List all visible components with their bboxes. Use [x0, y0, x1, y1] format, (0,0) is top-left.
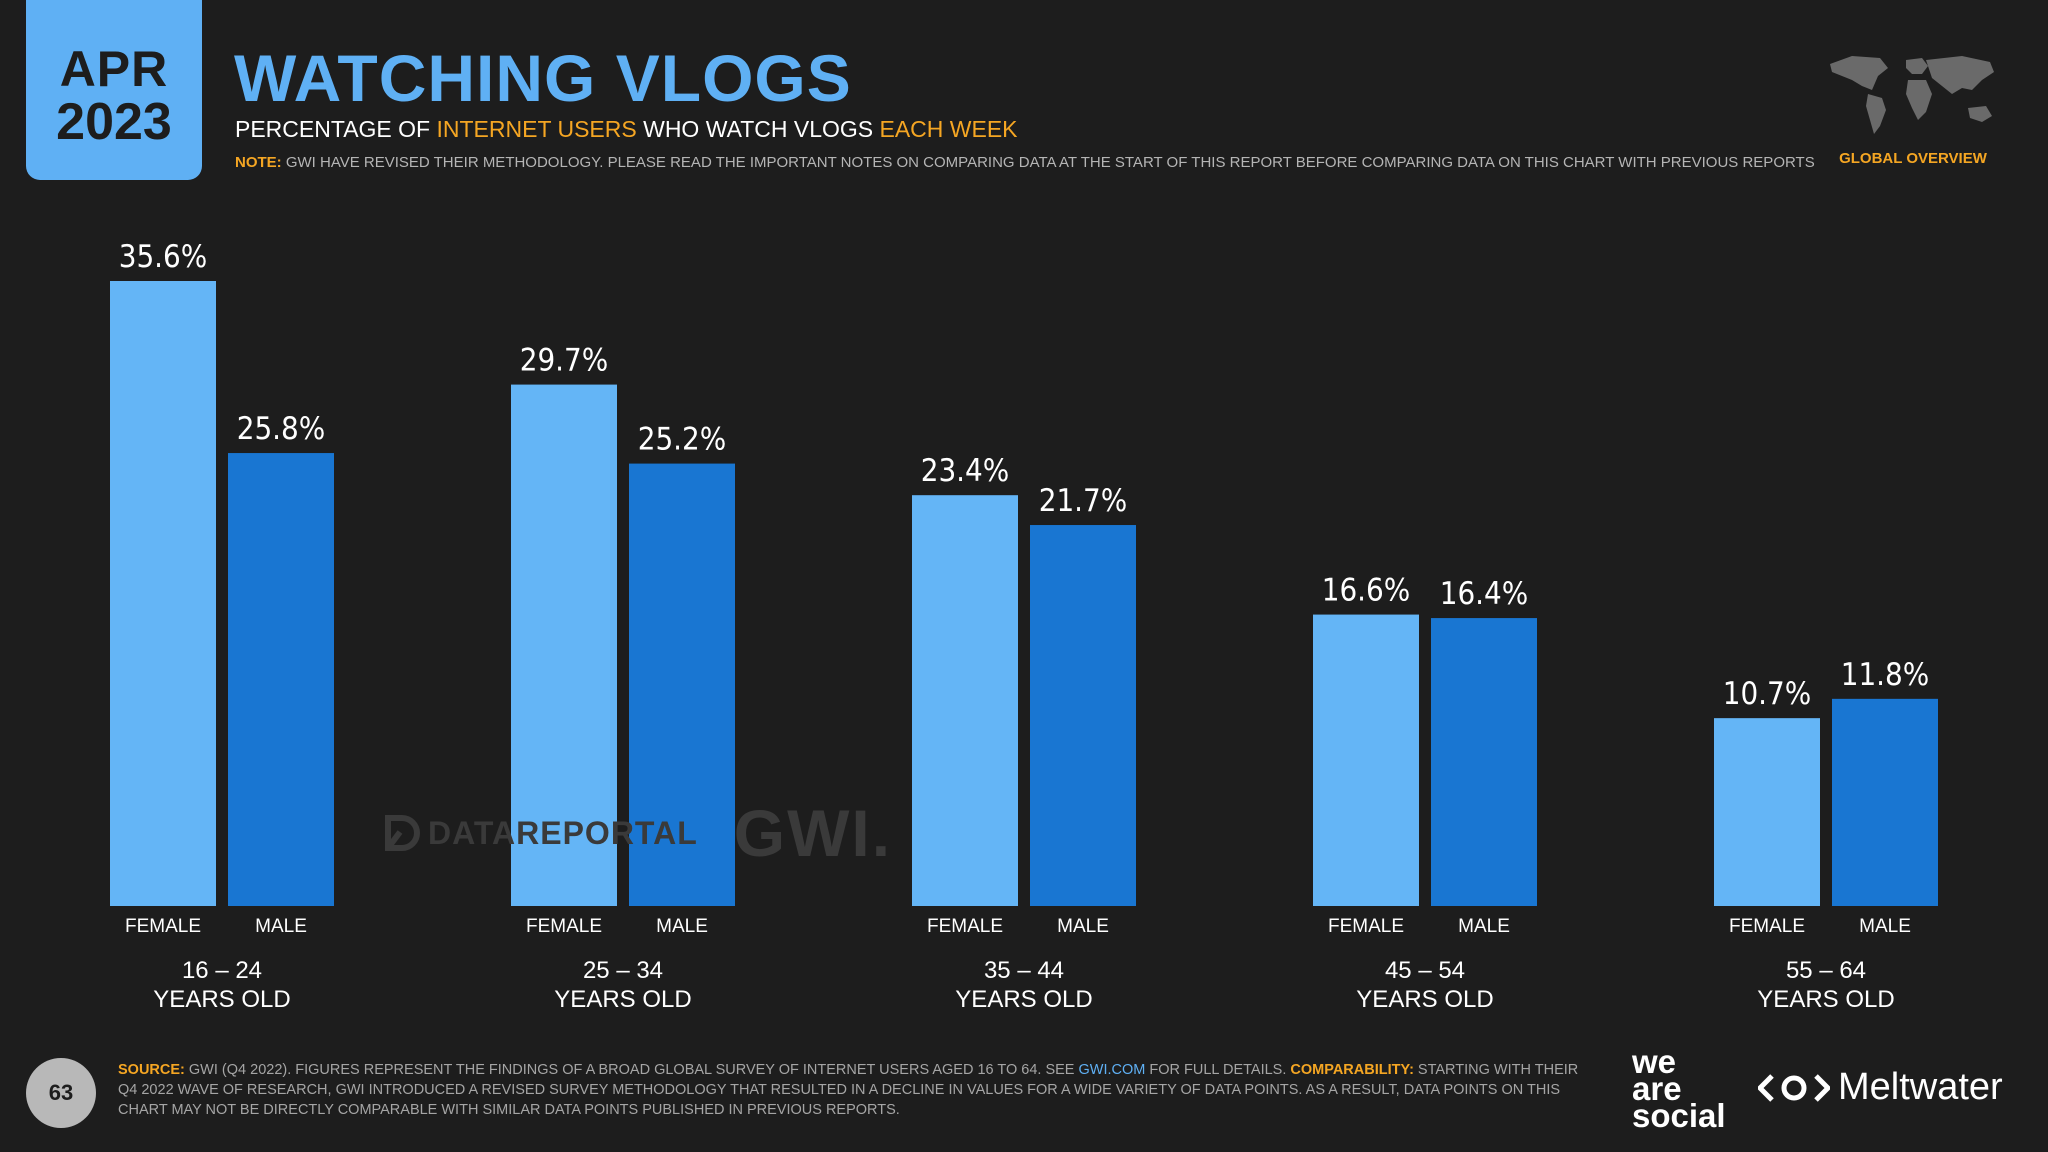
- watermark-gwi: GWI.: [733, 796, 893, 870]
- methodology-note: NOTE: GWI HAVE REVISED THEIR METHODOLOGY…: [235, 154, 1815, 171]
- bar-female: [1313, 614, 1419, 906]
- series-label: FEMALE: [125, 916, 201, 937]
- category-suffix: YEARS OLD: [955, 986, 1092, 1013]
- comparability-text: STARTING WITH THEIR Q4 2022 WAVE OF RESE…: [118, 1062, 1579, 1118]
- series-label: MALE: [1458, 916, 1510, 937]
- bars-group: [110, 281, 1938, 907]
- page-title: WATCHING VLOGS: [234, 41, 852, 115]
- logo-word: we: [1632, 1043, 1677, 1080]
- bar-female: [110, 281, 216, 906]
- region-label: GLOBAL OVERVIEW: [1839, 150, 1987, 167]
- subtitle-part: PERCENTAGE OF: [235, 116, 437, 142]
- data-label: 10.7%: [1723, 676, 1812, 712]
- subtitle-part: WHO WATCH VLOGS: [636, 116, 880, 142]
- note-text: GWI HAVE REVISED THEIR METHODOLOGY. PLEA…: [281, 154, 1815, 171]
- category-suffix: YEARS OLD: [153, 986, 290, 1013]
- subtitle-highlight: EACH WEEK: [879, 116, 1018, 142]
- logo-word: are: [1632, 1070, 1682, 1107]
- series-label: MALE: [1859, 916, 1911, 937]
- note-label: NOTE:: [235, 154, 282, 171]
- bar-female: [1714, 718, 1820, 906]
- watermark: DATAREPORTAL GWI.: [384, 795, 892, 871]
- subtitle-highlight: INTERNET USERS: [436, 116, 637, 142]
- source-label: SOURCE:: [118, 1062, 185, 1078]
- datareportal-icon: [385, 815, 420, 851]
- meltwater-icon: [1758, 1073, 1830, 1102]
- series-label: MALE: [255, 916, 307, 937]
- bar-male: [1030, 525, 1136, 906]
- source-note: SOURCE: GWI (Q4 2022). FIGURES REPRESENT…: [118, 1060, 1598, 1120]
- watermark-datareportal: DATAREPORTAL: [428, 814, 698, 851]
- meltwater-logo: Meltwater: [1758, 1066, 2003, 1109]
- page-subtitle: PERCENTAGE OF INTERNET USERS WHO WATCH V…: [235, 116, 1018, 143]
- date-month: APR: [59, 41, 169, 97]
- source-text-2: FOR FULL DETAILS.: [1145, 1062, 1291, 1078]
- bar-male: [228, 453, 334, 906]
- bar-female: [912, 495, 1018, 906]
- data-label: 11.8%: [1841, 657, 1930, 693]
- bar-male: [1832, 698, 1938, 906]
- data-label: 25.2%: [638, 422, 727, 458]
- date-year: 2023: [56, 93, 172, 151]
- data-label: 16.6%: [1322, 573, 1411, 609]
- category-label: 35 – 44: [984, 957, 1064, 984]
- bar-female: [511, 384, 617, 907]
- bar-male: [629, 463, 735, 906]
- bar-male: [1431, 618, 1537, 906]
- world-map-icon: [1830, 56, 1994, 134]
- series-label: FEMALE: [1729, 916, 1805, 937]
- category-label: 55 – 64: [1786, 957, 1866, 984]
- data-label: 35.6%: [119, 239, 208, 275]
- page-number: 63: [26, 1058, 96, 1128]
- series-label: MALE: [1057, 916, 1109, 937]
- category-label: 45 – 54: [1385, 957, 1465, 984]
- series-label: FEMALE: [927, 916, 1003, 937]
- category-label: 25 – 34: [583, 957, 663, 984]
- data-label: 21.7%: [1039, 483, 1128, 519]
- series-label: MALE: [656, 916, 708, 937]
- date-badge: APR 2023: [26, 0, 202, 180]
- data-label: 16.4%: [1440, 576, 1529, 612]
- category-suffix: YEARS OLD: [554, 986, 691, 1013]
- source-text: GWI (Q4 2022). FIGURES REPRESENT THE FIN…: [184, 1062, 1079, 1078]
- series-label: FEMALE: [526, 916, 602, 937]
- category-label: 16 – 24: [182, 957, 262, 984]
- data-label: 23.4%: [921, 453, 1010, 489]
- we-are-social-logo: we are social: [1632, 1043, 1726, 1134]
- series-label: FEMALE: [1328, 916, 1404, 937]
- source-link[interactable]: GWI.COM: [1078, 1062, 1146, 1078]
- comparability-label: COMPARABILITY:: [1290, 1062, 1414, 1078]
- category-suffix: YEARS OLD: [1356, 986, 1493, 1013]
- category-suffix: YEARS OLD: [1757, 986, 1894, 1013]
- meltwater-text: Meltwater: [1838, 1066, 2003, 1108]
- data-label: 29.7%: [520, 343, 609, 379]
- data-label: 25.8%: [237, 411, 326, 447]
- logo-word: social: [1632, 1097, 1726, 1134]
